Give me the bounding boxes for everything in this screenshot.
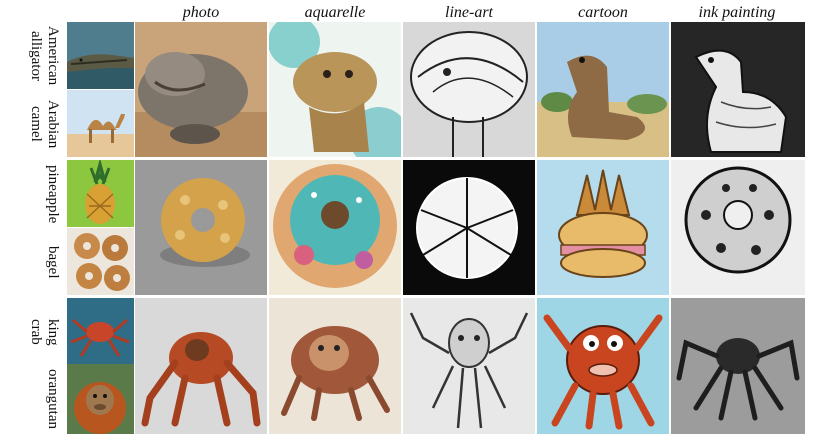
- cell-aquarelle-pineapple-bagel: [269, 160, 401, 295]
- cell-ink-painting-king-crab-orangutan: [671, 298, 805, 434]
- cell-line-art-alligator-camel: [403, 22, 535, 157]
- cell-cartoon-pineapple-bagel: [537, 160, 669, 295]
- header-line-art: line-art: [445, 4, 493, 21]
- concept-label-arabian: Arabian: [45, 99, 61, 149]
- concept-label-orangutan: orangutan: [45, 369, 61, 429]
- header-ink-painting: ink painting: [698, 4, 776, 21]
- cell-aquarelle-king-crab-orangutan: [269, 298, 401, 434]
- concept-image-orangutan: [67, 364, 134, 434]
- concept-label-bagel: bagel: [45, 245, 61, 279]
- row-separator: [65, 295, 805, 298]
- cell-ink-painting-alligator-camel: [671, 22, 805, 157]
- row-separator: [65, 157, 805, 160]
- cell-photo-pineapple-bagel: [135, 160, 267, 295]
- concept-image-pineapple: [67, 160, 134, 227]
- concept-image-bagel: [67, 228, 134, 295]
- header-aquarelle: aquarelle: [304, 4, 366, 21]
- concept-label-american: American: [45, 26, 61, 86]
- concept-image-alligator: [67, 22, 134, 89]
- concept-label-camel: camel: [28, 106, 44, 142]
- cell-aquarelle-alligator-camel: [269, 22, 401, 157]
- concept-label-king: king: [45, 318, 61, 346]
- cell-cartoon-alligator-camel: [537, 22, 669, 157]
- concept-label-alligator: alligator: [28, 31, 44, 81]
- concept-image-camel: [67, 90, 134, 157]
- cell-photo-king-crab-orangutan: [135, 298, 267, 434]
- cell-photo-alligator-camel: [135, 22, 267, 157]
- cell-ink-painting-pineapple-bagel: [671, 160, 805, 295]
- concept-image-king-crab: [67, 298, 134, 364]
- header-photo: photo: [182, 4, 220, 21]
- cell-line-art-king-crab-orangutan: [403, 298, 535, 434]
- concept-label-crab: crab: [28, 319, 44, 345]
- header-cartoon: cartoon: [578, 4, 628, 21]
- concept-label-pineapple: pineapple: [45, 164, 61, 224]
- cell-line-art-pineapple-bagel: [403, 160, 535, 295]
- cell-cartoon-king-crab-orangutan: [537, 298, 669, 434]
